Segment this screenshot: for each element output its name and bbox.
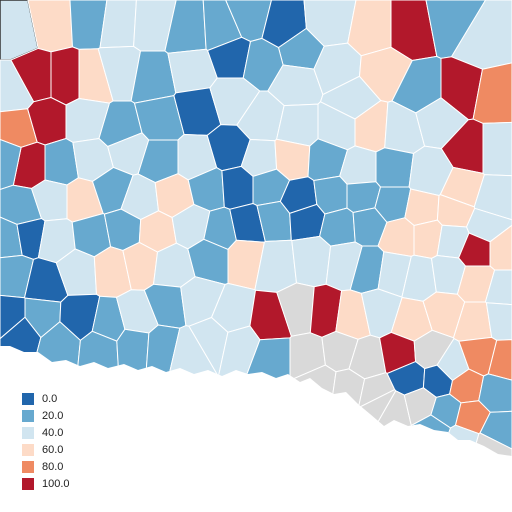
region: [313, 388, 397, 456]
legend-swatch: [22, 410, 34, 422]
region: [367, 414, 452, 456]
legend-swatch: [22, 393, 34, 405]
legend-label: 0.0: [42, 393, 58, 405]
legend-swatch: [22, 427, 34, 439]
region: [455, 432, 512, 456]
legend-label: 60.0: [42, 444, 64, 456]
region: [319, 207, 356, 247]
region: [347, 0, 392, 57]
region: [419, 424, 480, 456]
legend-swatch: [22, 478, 34, 490]
legend: 0.0 20.0 40.0 60.0 80.0 100.0: [22, 392, 70, 491]
legend-item: 20.0: [22, 409, 70, 423]
legend-label: 40.0: [42, 427, 64, 439]
region: [291, 235, 332, 288]
region: [482, 121, 512, 177]
legend-swatch: [22, 444, 34, 456]
legend-item: 80.0: [22, 460, 70, 474]
region: [50, 46, 80, 106]
legend-label: 80.0: [42, 461, 64, 473]
legend-label: 100.0: [42, 478, 70, 490]
region: [221, 165, 254, 210]
region: [375, 147, 415, 188]
legend-label: 20.0: [42, 410, 64, 422]
region: [116, 328, 150, 456]
region: [404, 188, 440, 227]
legend-item: 40.0: [22, 426, 70, 440]
region: [99, 0, 137, 49]
region: [218, 364, 337, 456]
legend-swatch: [22, 461, 34, 473]
legend-item: 60.0: [22, 443, 70, 457]
legend-item: 100.0: [22, 477, 70, 491]
region: [276, 103, 319, 147]
legend-item: 0.0: [22, 392, 70, 406]
